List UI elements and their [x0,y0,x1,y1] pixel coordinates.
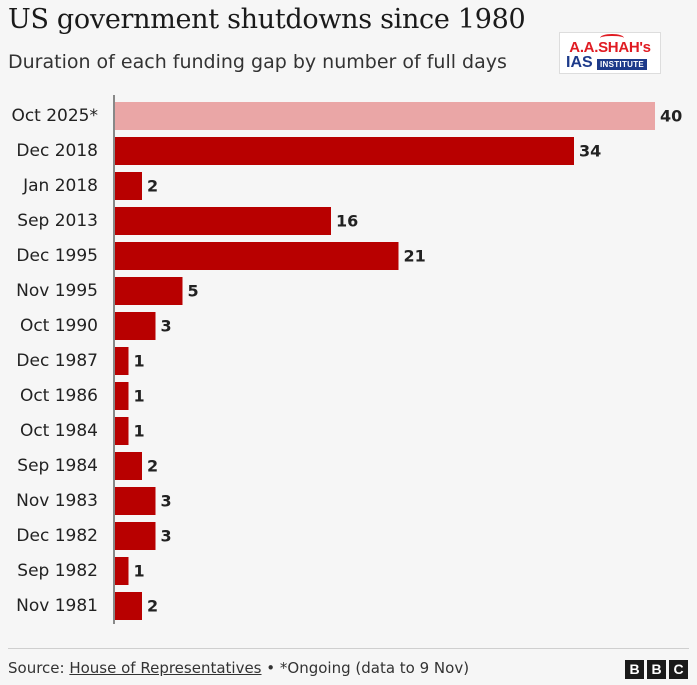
value-label-jan-2018: 2 [147,177,158,196]
bar-nov-1995 [115,277,183,305]
category-label-oct-1986: Oct 1986 [20,386,98,406]
source-separator: • [261,659,280,677]
logo-line1: A.A.SHAH's [569,39,651,56]
bar-jan-2018 [115,172,142,200]
bbc-logo: B B C [625,660,688,679]
category-label-sep-2013: Sep 2013 [17,211,98,231]
source-prefix: Source: [8,659,70,677]
bar-dec-2018 [115,137,574,165]
bbc-letter-b2: B [647,660,666,679]
institute-logo: A.A.SHAH's IAS INSTITUTE [559,32,661,74]
category-label-nov-1981: Nov 1981 [16,596,98,616]
category-label-dec-2018: Dec 2018 [16,141,98,161]
bbc-letter-b1: B [625,660,644,679]
bar-oct-1986 [115,382,129,410]
category-label-dec-1987: Dec 1987 [16,351,98,371]
value-label-sep-1984: 2 [147,457,158,476]
bar-sep-1984 [115,452,142,480]
footer-divider [8,648,689,649]
category-label-jan-2018: Jan 2018 [22,176,98,196]
bar-sep-2013 [115,207,331,235]
bar-dec-1987 [115,347,129,375]
source-link[interactable]: House of Representatives [69,659,262,677]
logo-arc-icon [600,34,624,42]
category-label-nov-1995: Nov 1995 [16,281,98,301]
category-label-oct-1990: Oct 1990 [20,316,98,336]
bar-nov-1981 [115,592,142,620]
source-note: Source: House of Representatives • *Ongo… [8,659,469,677]
value-label-sep-1982: 1 [134,562,145,581]
bar-oct-1990 [115,312,156,340]
value-label-oct-1986: 1 [134,387,145,406]
value-label-dec-1982: 3 [161,527,172,546]
bar-oct-2025 [115,102,655,130]
value-label-nov-1983: 3 [161,492,172,511]
value-label-oct-1984: 1 [134,422,145,441]
value-label-dec-1995: 21 [404,247,426,266]
bar-nov-1983 [115,487,156,515]
value-label-sep-2013: 16 [336,212,358,231]
bar-dec-1982 [115,522,156,550]
bar-oct-1984 [115,417,129,445]
category-label-dec-1982: Dec 1982 [16,526,98,546]
category-label-nov-1983: Nov 1983 [16,491,98,511]
bar-chart: Oct 2025* 40 Dec 2018 34 Jan 2018 2 Sep 2013 16… [11,95,682,624]
category-label-dec-1995: Dec 1995 [16,246,98,266]
value-label-oct-2025: 40 [660,107,682,126]
chart-subtitle: Duration of each funding gap by number o… [8,51,507,73]
category-label-sep-1982: Sep 1982 [17,561,98,581]
category-label-oct-1984: Oct 1984 [20,421,98,441]
value-label-dec-1987: 1 [134,352,145,371]
logo-institute: INSTITUTE [597,59,648,70]
chart-title: US government shutdowns since 1980 [8,4,526,35]
bar-dec-1995 [115,242,399,270]
logo-ias: IAS [566,54,593,71]
category-label-oct-2025: Oct 2025* [11,106,98,126]
value-label-dec-2018: 34 [579,142,601,161]
ongoing-note: *Ongoing (data to 9 Nov) [279,659,470,677]
value-label-nov-1981: 2 [147,597,158,616]
bar-sep-1982 [115,557,129,585]
bbc-letter-c: C [669,660,688,679]
category-label-sep-1984: Sep 1984 [17,456,98,476]
value-label-oct-1990: 3 [161,317,172,336]
value-label-nov-1995: 5 [188,282,199,301]
